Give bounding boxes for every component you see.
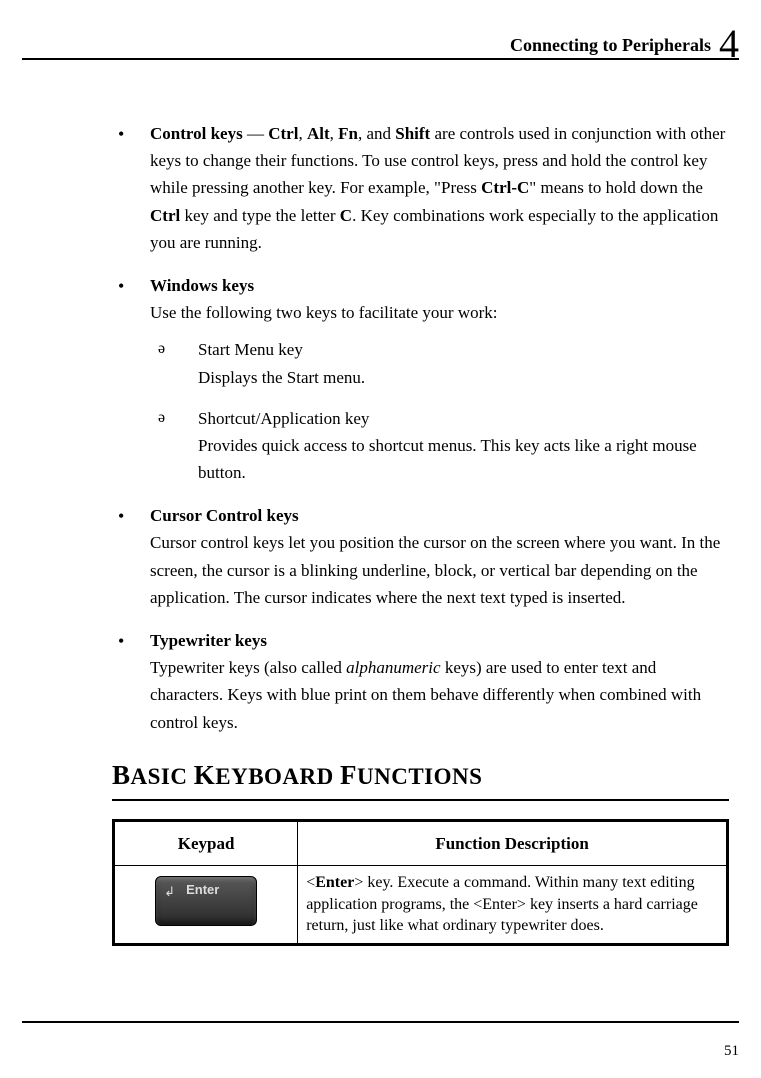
sub-desc: Provides quick access to shortcut menus.… — [198, 432, 729, 486]
sub-title: Shortcut/Application key — [198, 405, 729, 432]
section-title: BASIC KEYBOARD FUNCTIONS — [112, 754, 729, 801]
page-number: 51 — [724, 1043, 739, 1059]
enter-key-icon: ↲ Enter — [155, 876, 257, 926]
bullet-cursor-keys: Cursor Control keys Cursor control keys … — [112, 502, 729, 611]
lead-label: Typewriter keys — [150, 627, 729, 654]
enter-arrow-icon: ↲ — [164, 883, 175, 901]
enter-key-label: Enter — [186, 881, 219, 899]
lead-label: Control keys — [150, 124, 243, 143]
function-desc-cell: <Enter> key. Execute a command. Within m… — [298, 866, 728, 945]
sub-desc: Displays the Start menu. — [198, 364, 729, 391]
windows-keys-desc: Use the following two keys to facilitate… — [150, 299, 729, 326]
table-header-desc: Function Description — [298, 820, 728, 865]
typewriter-desc: Typewriter keys (also called alphanumeri… — [150, 654, 729, 736]
keypad-cell: ↲ Enter — [123, 872, 289, 926]
bullet-typewriter-keys: Typewriter keys Typewriter keys (also ca… — [112, 627, 729, 736]
lead-label: Windows keys — [150, 272, 729, 299]
page-header: Connecting to Peripherals 4 — [22, 24, 739, 60]
header-title: Connecting to Peripherals — [510, 36, 711, 58]
keyboard-functions-table: Keypad Function Description ↲ Enter <Ent… — [112, 819, 729, 946]
bullet-windows-keys: Windows keys Use the following two keys … — [112, 272, 729, 486]
sub-title: Start Menu key — [198, 336, 729, 363]
lead-label: Cursor Control keys — [150, 502, 729, 529]
cursor-keys-desc: Cursor control keys let you position the… — [150, 529, 729, 611]
bullet-control-keys: Control keys — Ctrl, Alt, Fn, and Shift … — [112, 120, 729, 256]
sub-start-menu: Start Menu key Displays the Start menu. — [150, 336, 729, 390]
page-footer: 51 — [22, 1021, 739, 1060]
sub-shortcut-key: Shortcut/Application key Provides quick … — [150, 405, 729, 487]
page-content: Control keys — Ctrl, Alt, Fn, and Shift … — [22, 120, 739, 946]
chapter-number: 4 — [719, 30, 739, 58]
table-header-keypad: Keypad — [114, 820, 298, 865]
table-row: ↲ Enter <Enter> key. Execute a command. … — [114, 866, 728, 945]
